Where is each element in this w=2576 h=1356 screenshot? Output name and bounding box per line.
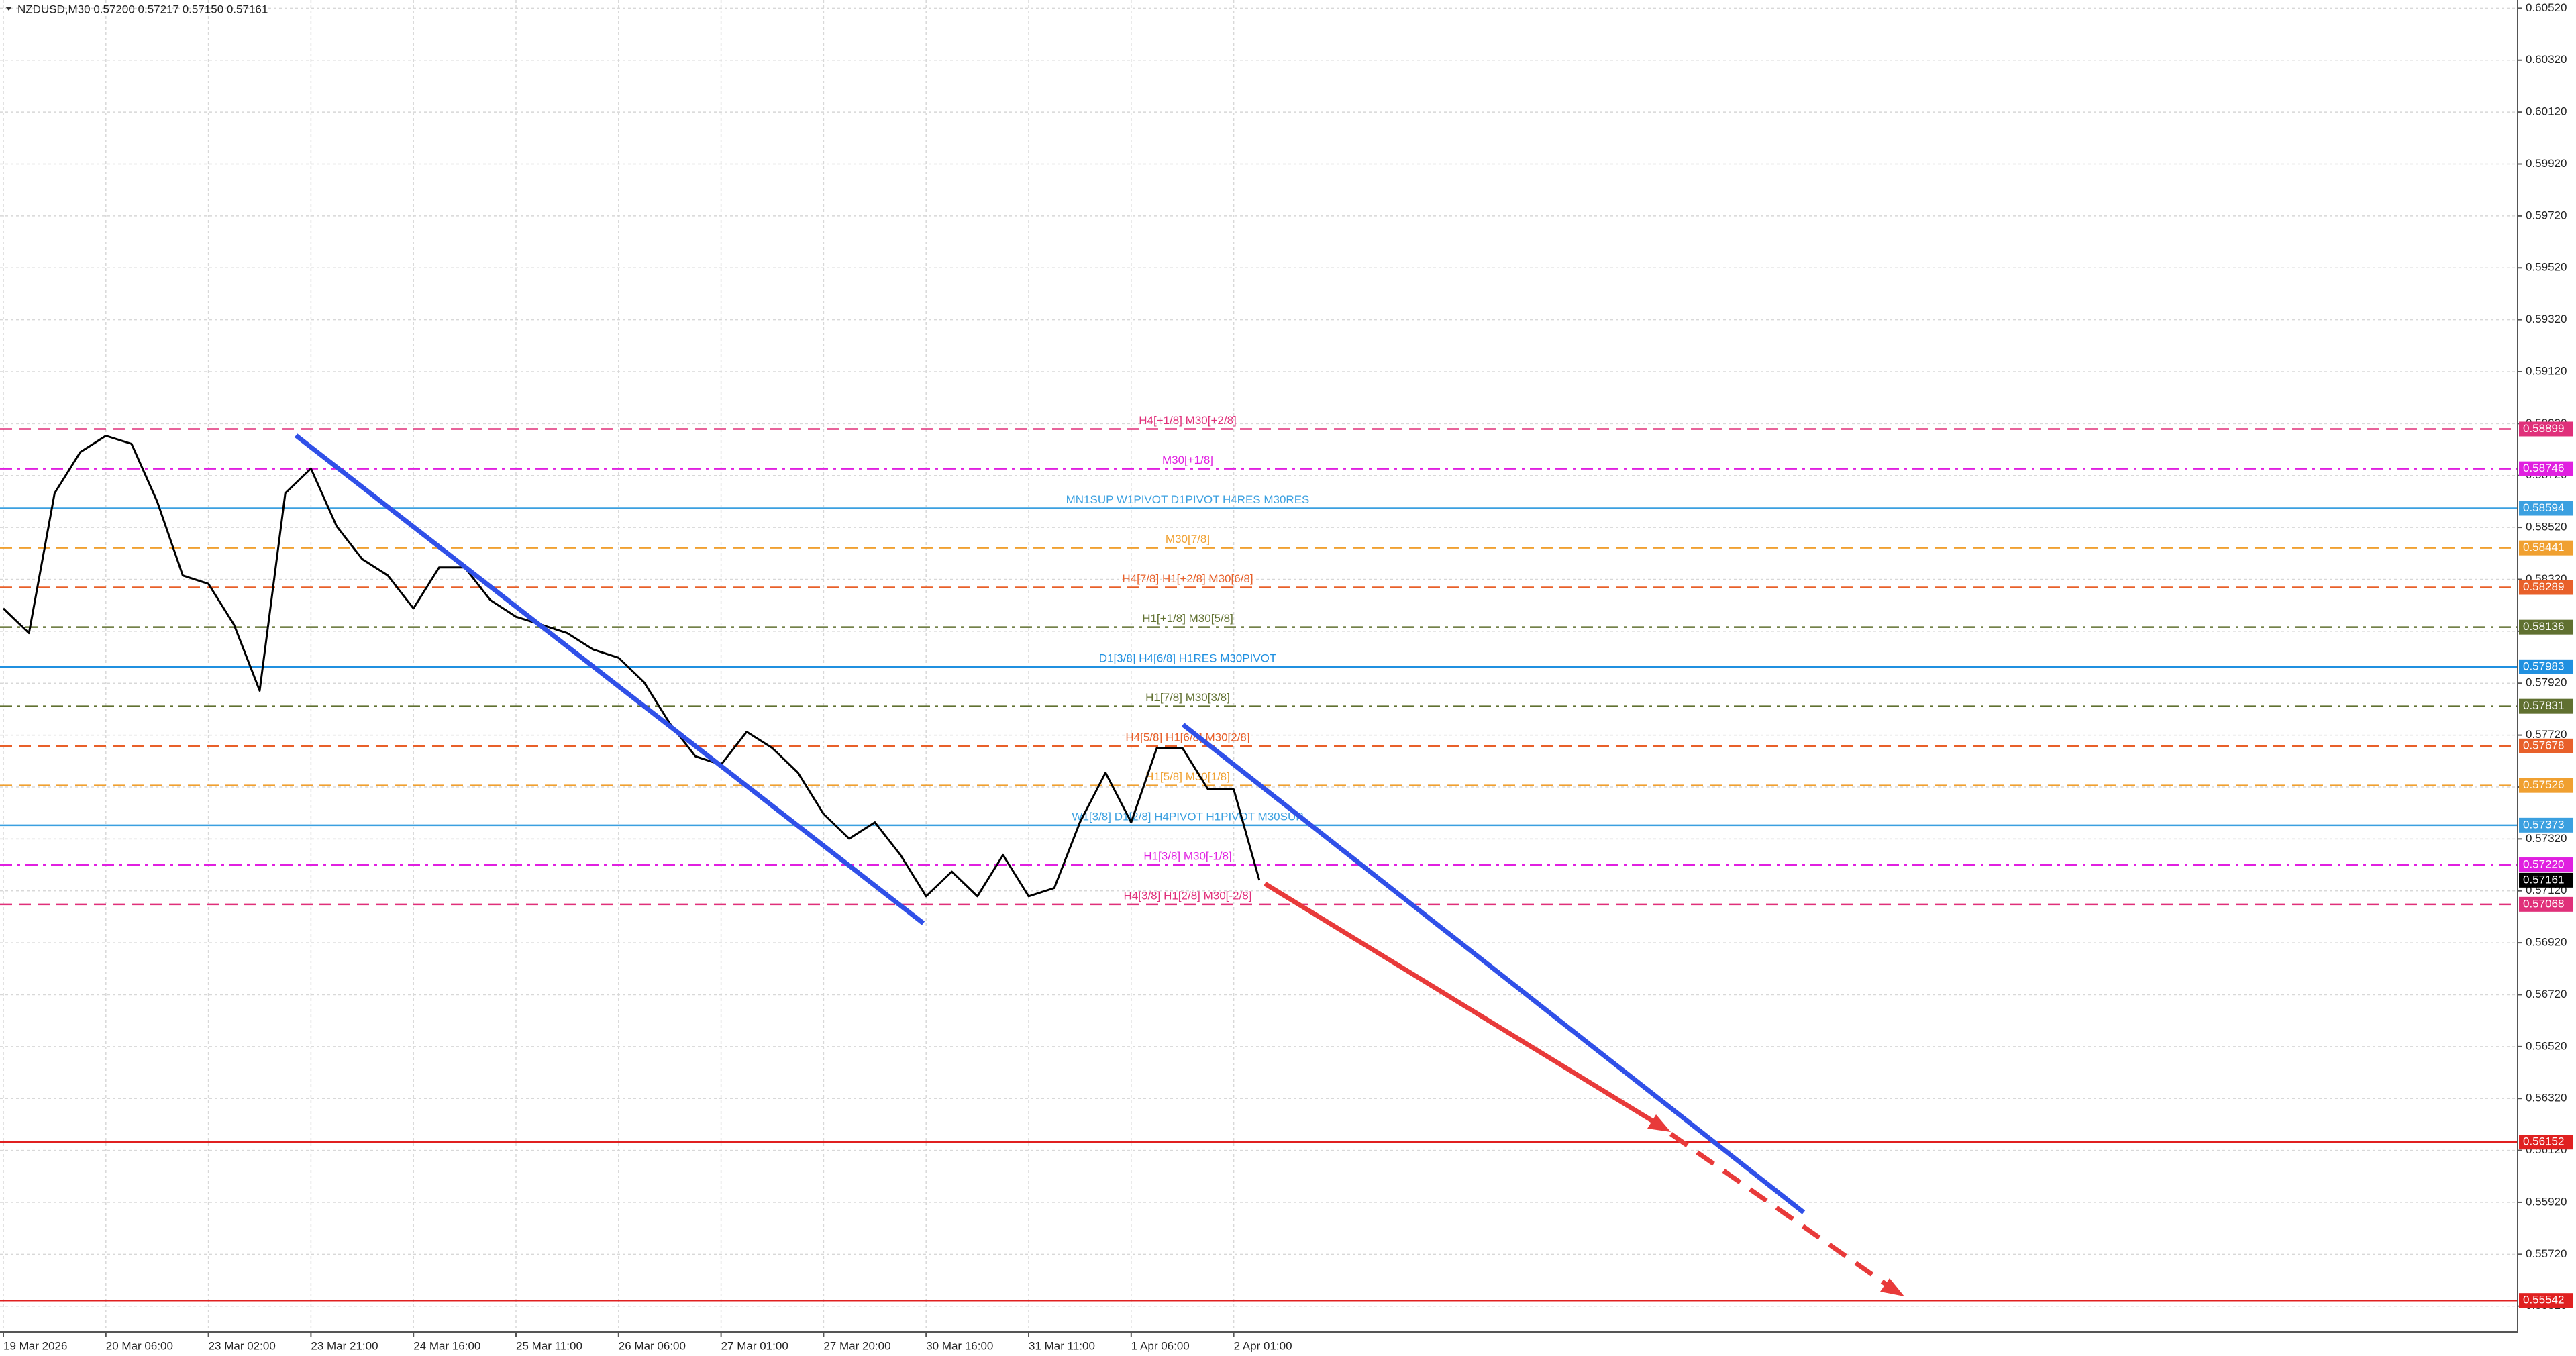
y-tick-label: 0.56720 <box>2526 988 2567 1000</box>
level-price-box <box>2519 619 2573 635</box>
arrow-line-dashed <box>1669 1132 1891 1288</box>
grid <box>0 0 2518 1332</box>
x-tick-label: 30 Mar 16:00 <box>926 1339 993 1352</box>
drawings <box>294 433 1904 1296</box>
level-label: W1[3/8] D1[2/8] H4PIVOT H1PIVOT M30SUP <box>1072 810 1303 823</box>
x-tick-label: 31 Mar 11:00 <box>1029 1339 1095 1352</box>
y-tick-label: 0.57320 <box>2526 832 2567 845</box>
x-tick-label: 19 Mar 2026 <box>3 1339 67 1352</box>
level-label: H1[7/8] M30[3/8] <box>1145 691 1230 704</box>
y-tick-label: 0.57720 <box>2526 728 2567 741</box>
level-price-label: 0.57983 <box>2523 660 2564 672</box>
current-price-box <box>2519 872 2573 888</box>
y-tick-label: 0.55920 <box>2526 1195 2567 1208</box>
y-tick-label: 0.59520 <box>2526 261 2567 274</box>
y-tick-label: 0.55720 <box>2526 1247 2567 1260</box>
level-price-box <box>2519 461 2573 476</box>
level-price-label: 0.55542 <box>2523 1294 2564 1306</box>
x-tick-label: 2 Apr 01:00 <box>1234 1339 1292 1352</box>
level-price-label: 0.58594 <box>2523 501 2564 514</box>
level-price-box <box>2519 817 2573 833</box>
level-label: H1[3/8] M30[-1/8] <box>1143 850 1231 863</box>
y-tick-label: 0.60520 <box>2526 1 2567 14</box>
level-label: M30[+1/8] <box>1162 454 1213 466</box>
level-price-label: 0.58136 <box>2523 620 2564 633</box>
x-tick-label: 27 Mar 01:00 <box>721 1339 788 1352</box>
level-label: MN1SUP W1PIVOT D1PIVOT H4RES M30RES <box>1066 493 1310 506</box>
y-tick-label: 0.59320 <box>2526 313 2567 325</box>
level-price-box <box>2519 580 2573 595</box>
level-label: H4[5/8] H1[6/8] M30[2/8] <box>1125 731 1249 743</box>
y-tick-label: 0.56520 <box>2526 1039 2567 1052</box>
x-tick-label: 23 Mar 02:00 <box>209 1339 276 1352</box>
level-price-box <box>2519 698 2573 714</box>
level-price-box <box>2519 1135 2573 1150</box>
level-price-label: 0.58746 <box>2523 462 2564 474</box>
x-tick-label: 25 Mar 11:00 <box>516 1339 582 1352</box>
x-tick-label: 26 Mar 06:00 <box>619 1339 686 1352</box>
y-tick-label: 0.58520 <box>2526 521 2567 533</box>
level-price-label: 0.57373 <box>2523 818 2564 831</box>
x-tick-label: 24 Mar 16:00 <box>413 1339 480 1352</box>
level-price-label: 0.58289 <box>2523 580 2564 593</box>
level-label: H1[+1/8] M30[5/8] <box>1142 612 1233 625</box>
y-tick-label: 0.59720 <box>2526 209 2567 221</box>
arrow-head <box>1880 1278 1904 1296</box>
level-price-label: 0.56152 <box>2523 1135 2564 1148</box>
axes: 0.60520 0.60320 0.60120 0.59920 0.59720 0.595… <box>3 1 2573 1352</box>
x-tick-label: 20 Mar 06:00 <box>106 1339 173 1352</box>
price-line <box>2 435 1261 898</box>
level-price-box <box>2519 540 2573 556</box>
chart-title: NZDUSD,M30 0.57200 0.57217 0.57150 0.571… <box>17 3 268 15</box>
level-price-label: 0.57678 <box>2523 739 2564 751</box>
trend-line <box>1181 723 1806 1214</box>
current-price-label: 0.57161 <box>2523 873 2564 886</box>
level-price-box <box>2519 778 2573 793</box>
level-price-box <box>2519 857 2573 873</box>
y-tick-label: 0.60320 <box>2526 53 2567 66</box>
y-tick-label: 0.59920 <box>2526 157 2567 170</box>
x-tick-label: 23 Mar 21:00 <box>311 1339 378 1352</box>
arrow-line <box>1264 882 1659 1126</box>
level-label: H4[3/8] H1[2/8] M30[-2/8] <box>1124 889 1252 902</box>
levels: H4[+1/8] M30[+2/8] M30[+1/8] MN1SUP W1PIVO… <box>0 414 2518 1302</box>
level-price-box <box>2519 1293 2573 1308</box>
y-tick-label: 0.60120 <box>2526 105 2567 118</box>
level-price-box <box>2519 659 2573 674</box>
level-price-label: 0.57220 <box>2523 858 2564 871</box>
level-label: M30[7/8] <box>1166 533 1210 545</box>
level-label: H4[7/8] H1[+2/8] M30[6/8] <box>1122 572 1253 585</box>
series <box>2 435 1261 898</box>
level-label: H4[+1/8] M30[+2/8] <box>1139 414 1237 427</box>
arrow-head <box>1647 1114 1671 1132</box>
level-price-label: 0.58441 <box>2523 541 2564 554</box>
level-price-label: 0.57831 <box>2523 699 2564 712</box>
x-tick-label: 1 Apr 06:00 <box>1131 1339 1190 1352</box>
level-price-box <box>2519 501 2573 516</box>
y-tick-label: 0.56320 <box>2526 1092 2567 1104</box>
menu-arrow[interactable] <box>5 7 12 11</box>
level-price-label: 0.57068 <box>2523 897 2564 910</box>
level-price-box <box>2519 738 2573 753</box>
level-price-label: 0.58899 <box>2523 422 2564 435</box>
level-price-box <box>2519 896 2573 912</box>
level-price-box <box>2519 421 2573 437</box>
y-tick-label: 0.56920 <box>2526 936 2567 949</box>
y-tick-label: 0.57920 <box>2526 676 2567 689</box>
level-label: D1[3/8] H4[6/8] H1RES M30PIVOT <box>1099 651 1277 664</box>
x-tick-label: 27 Mar 20:00 <box>823 1339 890 1352</box>
level-label: H1[5/8] M30[1/8] <box>1145 770 1230 783</box>
trend-line <box>294 433 925 925</box>
y-tick-label: 0.59120 <box>2526 364 2567 377</box>
level-price-label: 0.57526 <box>2523 778 2564 791</box>
